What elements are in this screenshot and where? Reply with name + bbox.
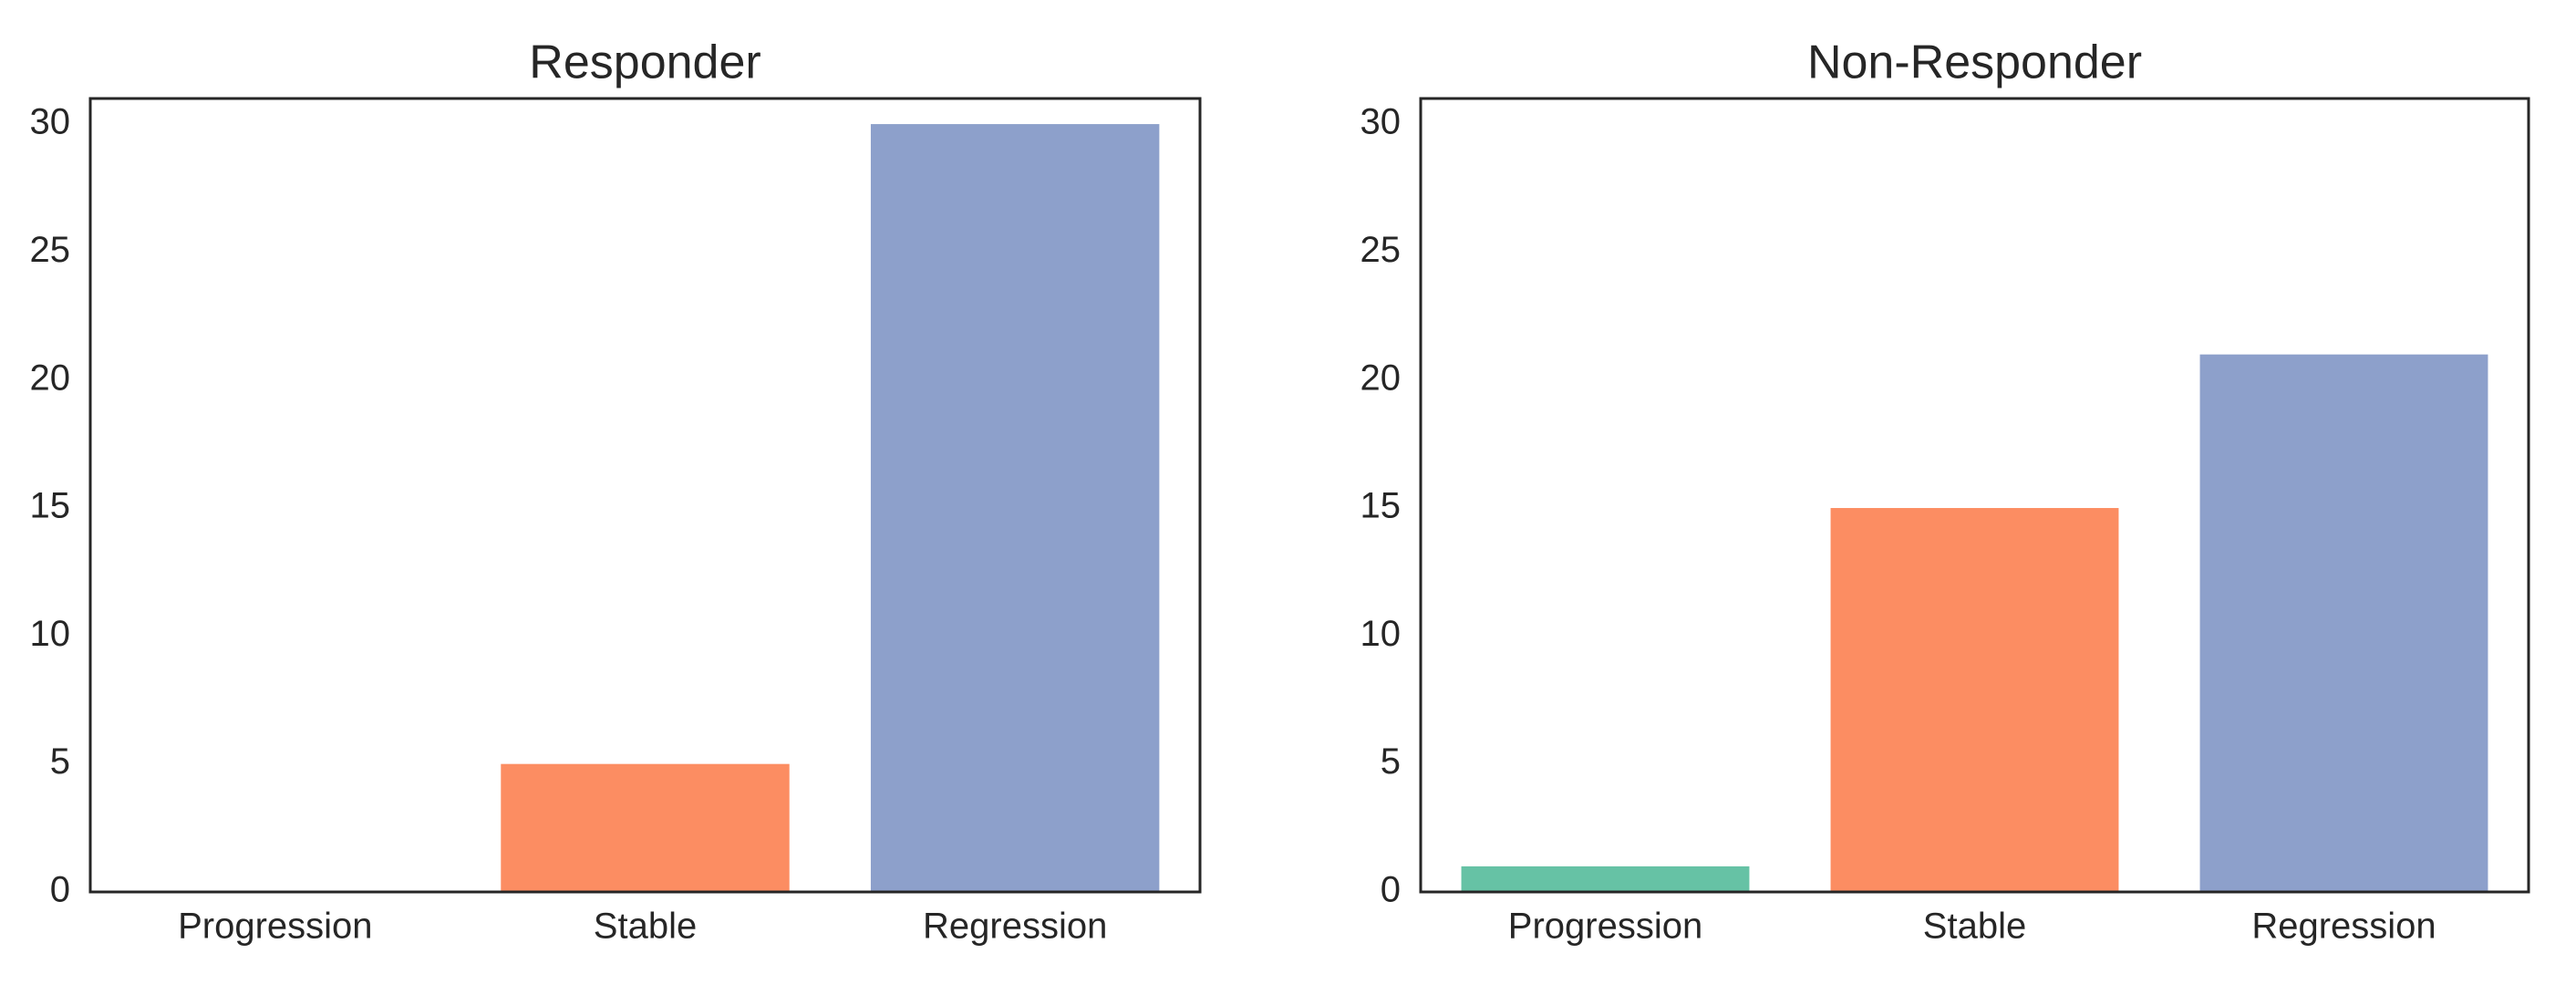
x-tick-label: Stable — [594, 907, 697, 947]
chart-title: Responder — [529, 36, 760, 89]
y-tick-label: 15 — [30, 486, 71, 526]
y-tick-label: 0 — [1381, 870, 1401, 910]
y-tick-label: 10 — [30, 614, 71, 654]
y-tick-label: 0 — [50, 870, 70, 910]
y-tick-label: 25 — [1360, 230, 1402, 270]
x-tick-label: Stable — [1923, 907, 2026, 947]
y-tick-label: 30 — [30, 102, 71, 142]
y-tick-label: 30 — [1360, 102, 1402, 142]
x-tick-label: Progression — [178, 907, 372, 947]
bar — [870, 124, 1160, 892]
y-tick-label: 15 — [1360, 486, 1402, 526]
bar — [1461, 865, 1750, 892]
bar — [1830, 508, 2119, 892]
bar — [2199, 354, 2488, 893]
y-tick-label: 5 — [50, 741, 70, 782]
x-tick-label: Regression — [2251, 907, 2436, 947]
x-tick-label: Regression — [923, 907, 1107, 947]
plot-frame — [88, 97, 1202, 894]
y-tick-label: 25 — [30, 230, 71, 270]
y-tick-label: 5 — [1381, 741, 1401, 782]
y-tick-label: 10 — [1360, 614, 1402, 654]
chart-title: Non-Responder — [1807, 36, 2142, 89]
bar — [501, 763, 790, 892]
plot-frame — [1419, 97, 2530, 894]
y-tick-label: 20 — [30, 358, 71, 398]
y-tick-label: 20 — [1360, 358, 1402, 398]
x-tick-label: Progression — [1508, 907, 1702, 947]
